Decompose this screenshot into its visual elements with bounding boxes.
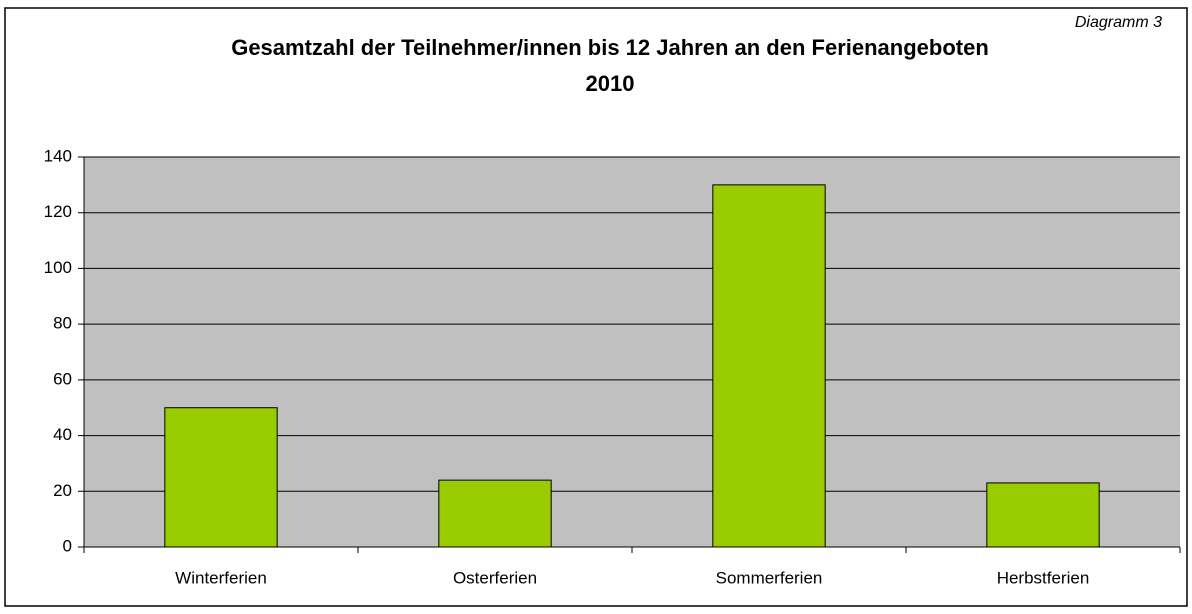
y-tick-label: 60 xyxy=(53,369,72,388)
bar xyxy=(438,479,552,548)
bar xyxy=(712,184,826,548)
y-tick-label: 80 xyxy=(53,314,72,333)
bar xyxy=(164,407,278,548)
x-tick-label: Herbstferien xyxy=(997,568,1090,587)
x-tick-label: Winterferien xyxy=(175,568,267,587)
x-tick-label: Osterferien xyxy=(453,568,537,587)
y-tick-label: 20 xyxy=(53,481,72,500)
x-tick-label: Sommerferien xyxy=(716,568,823,587)
y-tick-label: 40 xyxy=(53,425,72,444)
y-tick-label: 0 xyxy=(63,536,72,555)
y-tick-label: 120 xyxy=(44,202,72,221)
bar xyxy=(986,482,1100,548)
chart-title: Gesamtzahl der Teilnehmer/innen bis 12 J… xyxy=(231,35,989,96)
y-tick-label: 140 xyxy=(44,146,72,165)
annotation: Diagramm 3 xyxy=(1066,14,1170,32)
y-tick-label: 100 xyxy=(44,258,72,277)
